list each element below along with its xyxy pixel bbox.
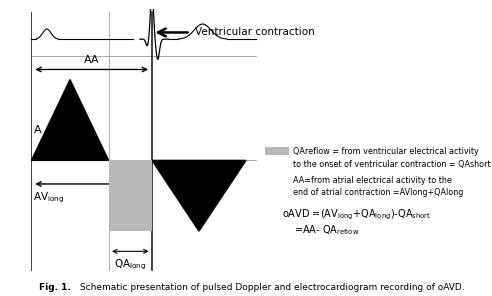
Text: A: A <box>34 125 41 135</box>
Text: Ventricular contraction: Ventricular contraction <box>195 28 315 38</box>
Text: AA=from atrial electrical activity to the: AA=from atrial electrical activity to th… <box>294 176 452 185</box>
Text: end of atrial contraction =AVlong+QAlong: end of atrial contraction =AVlong+QAlong <box>294 188 464 197</box>
Text: Fig. 1.: Fig. 1. <box>39 283 71 292</box>
Polygon shape <box>152 160 246 231</box>
Bar <box>265 147 289 155</box>
Text: to the onset of ventricular contraction = QAshort: to the onset of ventricular contraction … <box>294 160 491 168</box>
Text: AA: AA <box>84 55 99 65</box>
Polygon shape <box>31 80 109 160</box>
Text: AV$_{\rm long}$: AV$_{\rm long}$ <box>33 191 64 205</box>
Text: =AA- QA$_{\rm reflow}$: =AA- QA$_{\rm reflow}$ <box>294 223 360 237</box>
Text: oAVD =(AV$_{\rm long}$+QA$_{\rm long}$)-QA$_{\rm short}$: oAVD =(AV$_{\rm long}$+QA$_{\rm long}$)-… <box>282 207 431 222</box>
Text: QAreflow = from ventricular electrical activity: QAreflow = from ventricular electrical a… <box>294 147 479 156</box>
Bar <box>109 160 152 231</box>
Text: QA$_{\rm long}$: QA$_{\rm long}$ <box>114 258 147 272</box>
Text: Schematic presentation of pulsed Doppler and electrocardiogram recording of oAVD: Schematic presentation of pulsed Doppler… <box>77 283 465 292</box>
